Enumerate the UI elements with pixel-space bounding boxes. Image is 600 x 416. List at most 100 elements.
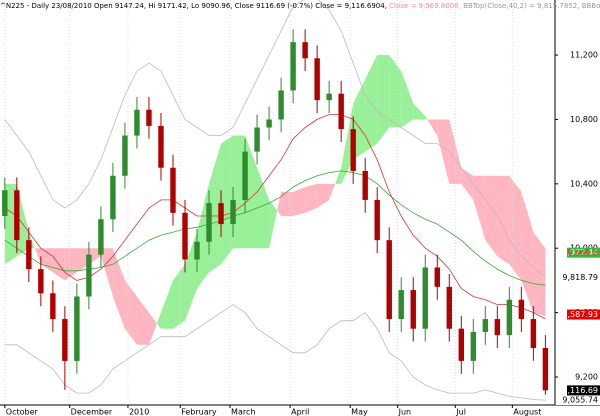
cloud-segment bbox=[4, 183, 17, 265]
cloud-segment bbox=[509, 175, 522, 281]
candle-body bbox=[518, 299, 525, 320]
candle-body bbox=[242, 151, 248, 200]
candle-body bbox=[410, 290, 416, 329]
cloud-segment bbox=[377, 55, 390, 144]
cloud-segment bbox=[64, 248, 77, 281]
price-label: 9,116.69 bbox=[562, 386, 598, 395]
candle-body bbox=[506, 299, 513, 336]
axis-panel bbox=[555, 0, 600, 405]
candle-body bbox=[218, 203, 224, 225]
cloud-segment bbox=[427, 119, 438, 136]
candle-body bbox=[386, 240, 392, 320]
candle-body bbox=[86, 254, 92, 297]
cloud-segment bbox=[100, 248, 113, 297]
x-tick-label: April bbox=[291, 408, 309, 416]
candle-body bbox=[314, 58, 320, 101]
candle-body bbox=[290, 42, 296, 91]
candle-body bbox=[338, 93, 344, 130]
price-label: 9,972.44 bbox=[562, 248, 598, 257]
price-label-box bbox=[567, 247, 600, 258]
x-tick-label: Jun bbox=[398, 408, 412, 416]
candle-body bbox=[206, 203, 212, 242]
cloud-segment bbox=[221, 135, 234, 265]
indicator-line bbox=[4, 170, 546, 286]
cloud-segment bbox=[293, 187, 306, 217]
candle-body bbox=[302, 42, 308, 59]
x-tick-label: March bbox=[231, 408, 255, 416]
cloud-segment bbox=[329, 183, 336, 200]
y-tick-label: 11,200 bbox=[570, 51, 598, 60]
candle-body bbox=[26, 240, 32, 270]
cloud-segment bbox=[160, 280, 173, 329]
x-tick-label: October bbox=[6, 408, 39, 416]
x-tick-label: 2010 bbox=[129, 408, 149, 416]
cloud-segment bbox=[305, 183, 318, 213]
cloud-segment bbox=[317, 183, 330, 208]
cloud-segment bbox=[425, 116, 428, 120]
header-part: BBTop(Close,40,2) = 9,815.7852, bbox=[461, 2, 580, 10]
candle-body bbox=[134, 109, 140, 136]
price-label-box bbox=[567, 385, 600, 396]
candle-body bbox=[470, 331, 477, 361]
cloud-segment bbox=[209, 143, 222, 273]
cloud-segment bbox=[257, 167, 270, 249]
x-tick-label: Jul bbox=[455, 408, 466, 416]
indicator-line bbox=[4, 114, 546, 320]
cloud-segment bbox=[449, 119, 462, 184]
candle-body bbox=[38, 269, 44, 294]
candle-body bbox=[158, 125, 164, 168]
x-tick-label: May bbox=[351, 408, 368, 416]
candle-body bbox=[122, 135, 128, 176]
cloud-segment bbox=[148, 312, 157, 345]
candle-body bbox=[146, 109, 152, 126]
price-label: 9,587.93 bbox=[562, 310, 598, 319]
cloud-segment bbox=[281, 191, 294, 217]
cloud-segment bbox=[521, 191, 534, 313]
cloud-segment bbox=[136, 296, 149, 345]
price-label: 9,818.79 bbox=[562, 273, 598, 282]
candle-body bbox=[458, 328, 465, 361]
cloud-segment bbox=[277, 191, 282, 217]
cloud-segment bbox=[497, 175, 510, 265]
cloud-segment bbox=[185, 232, 198, 321]
cloud-segment bbox=[233, 135, 246, 249]
cloud-segment bbox=[269, 199, 278, 249]
cloud-segment bbox=[401, 71, 414, 128]
indicator-line bbox=[4, 0, 546, 278]
candle-body bbox=[422, 267, 428, 329]
candle-body bbox=[170, 167, 176, 213]
cloud-segment bbox=[533, 232, 546, 316]
y-tick-label: 10,800 bbox=[570, 115, 598, 124]
cloud-segment bbox=[124, 280, 137, 345]
candle-body bbox=[278, 90, 284, 120]
candle-body bbox=[350, 129, 356, 171]
x-tick-label: December bbox=[71, 408, 113, 416]
cloud-segment bbox=[245, 135, 258, 249]
candle-body bbox=[110, 175, 116, 220]
price-label: 9,969.8 bbox=[567, 249, 598, 258]
cloud-segment bbox=[353, 79, 366, 160]
candle-body bbox=[50, 293, 56, 320]
cloud-segment bbox=[34, 248, 41, 265]
candle-body bbox=[74, 296, 80, 361]
header-part: BBBot(Close,40,2) = 9,055.7441, bbox=[579, 2, 600, 10]
candle-body bbox=[446, 286, 452, 329]
candle-body bbox=[398, 290, 404, 320]
candle-body bbox=[530, 319, 537, 349]
candle-body bbox=[182, 212, 188, 260]
cloud-segment bbox=[389, 55, 402, 128]
candle-body bbox=[194, 241, 200, 260]
header-part: ^N225 - Daily 23/08/2010 Open 9147.24, H… bbox=[0, 2, 387, 10]
cloud-segment bbox=[473, 175, 486, 241]
cloud-segment bbox=[461, 167, 474, 200]
header-part: Close = 9,969.8008, bbox=[387, 2, 461, 10]
cloud-segment bbox=[335, 167, 342, 184]
candle-body bbox=[98, 219, 104, 255]
y-tick-label: 10,400 bbox=[570, 179, 598, 188]
candle-body bbox=[542, 348, 549, 391]
cloud-segment bbox=[172, 264, 185, 329]
candle-body bbox=[374, 199, 380, 241]
candle-body bbox=[482, 319, 489, 332]
candle-body bbox=[494, 319, 501, 336]
cloud-segment bbox=[437, 119, 450, 184]
